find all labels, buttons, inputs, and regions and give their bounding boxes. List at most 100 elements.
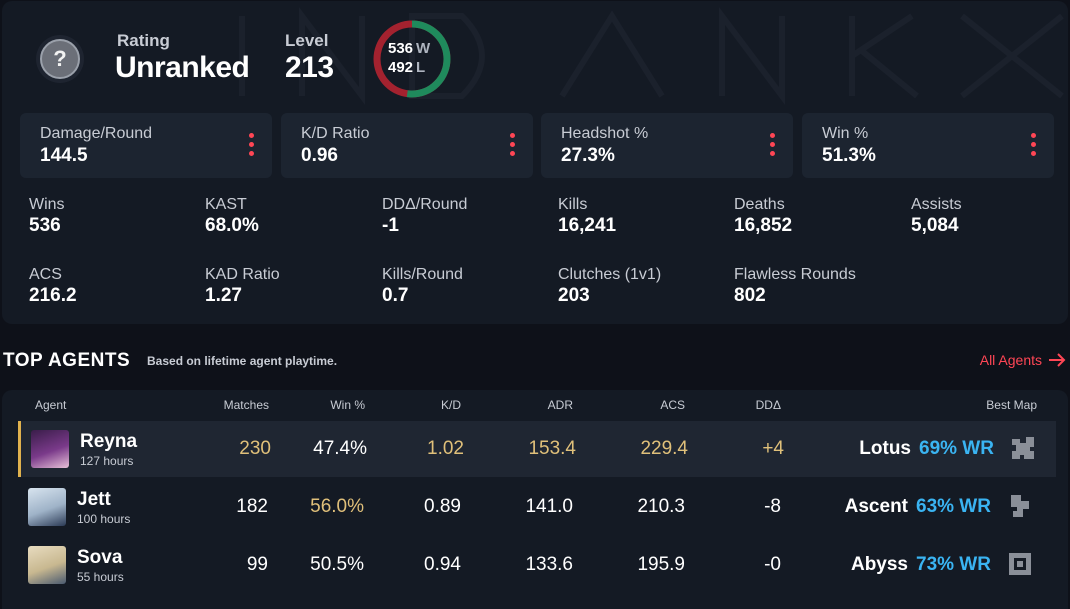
jett-avatar <box>28 488 66 526</box>
col-kd: K/D <box>440 398 461 412</box>
arrow-right-icon <box>1049 353 1066 367</box>
matches-cell: 99 <box>246 554 268 575</box>
stat-value: 16,852 <box>734 215 793 236</box>
col-best-map: Best Map <box>986 398 1037 412</box>
top-agents-table: Agent Matches Win % K/D ADR ACS DDΔ Best… <box>2 390 1068 609</box>
best-map-name: Lotus <box>859 438 911 459</box>
agent-name: Reyna <box>80 431 138 452</box>
stat-value: 536 <box>29 215 61 236</box>
lotus-map-icon <box>1012 437 1034 459</box>
kd-cell: 1.02 <box>427 438 464 459</box>
card-win-pct: Win % 51.3% <box>802 113 1054 178</box>
level-label: Level <box>285 31 329 50</box>
sova-avatar <box>28 546 66 584</box>
stat-label: Wins <box>29 196 65 213</box>
card-value: 51.3% <box>822 145 876 166</box>
stat-kills-round: Kills/Round 0.7 <box>382 265 463 308</box>
acs-cell: 195.9 <box>637 554 685 575</box>
stat-label: Clutches (1v1) <box>558 266 662 283</box>
stat-kast: KAST 68.0% <box>205 195 259 238</box>
stat-label: Deaths <box>734 196 785 213</box>
stat-value: 203 <box>558 285 590 306</box>
stat-dd-round: DDΔ/Round -1 <box>382 195 467 238</box>
wins-readout: 536 W <box>388 40 430 57</box>
all-agents-label: All Agents <box>979 352 1042 368</box>
stat-deaths: Deaths 16,852 <box>734 195 792 238</box>
wins-count: 536 <box>388 40 414 57</box>
stat-flawless-rounds: Flawless Rounds 802 <box>734 265 856 308</box>
table-row[interactable]: Sova 55 hours 99 50.5% 0.94 133.6 195.9 … <box>18 537 1053 593</box>
level-value: 213 <box>285 51 334 84</box>
stat-acs: ACS 216.2 <box>29 265 77 308</box>
stat-label: Assists <box>911 196 962 213</box>
table-row[interactable]: Reyna 127 hours 230 47.4% 1.02 153.4 229… <box>18 421 1056 477</box>
col-win: Win % <box>330 398 365 412</box>
stat-label: Kills <box>558 196 588 213</box>
best-map-wr: 73% WR <box>916 554 991 575</box>
col-acs: ACS <box>660 398 685 412</box>
card-kd-ratio: K/D Ratio 0.96 <box>281 113 533 178</box>
stat-kad-ratio: KAD Ratio 1.27 <box>205 265 280 308</box>
stat-value: 1.27 <box>205 285 242 306</box>
dd-cell: +4 <box>762 438 784 459</box>
card-headshot: Headshot % 27.3% <box>541 113 793 178</box>
col-matches: Matches <box>223 398 269 412</box>
stat-value: 802 <box>734 285 766 306</box>
adr-cell: 141.0 <box>525 496 573 517</box>
col-adr: ADR <box>547 398 573 412</box>
adr-cell: 133.6 <box>525 554 573 575</box>
table-row[interactable]: Jett 100 hours 182 56.0% 0.89 141.0 210.… <box>18 479 1053 535</box>
card-label: Damage/Round <box>40 125 153 142</box>
agent-name: Sova <box>77 547 123 568</box>
abyss-map-icon <box>1009 553 1031 575</box>
more-options-icon[interactable] <box>1031 133 1036 160</box>
win-cell: 50.5% <box>310 554 364 575</box>
stat-kills: Kills 16,241 <box>558 195 616 238</box>
best-map-wr: 69% WR <box>919 438 994 459</box>
col-dd: DDΔ <box>755 398 781 412</box>
stat-value: 0.7 <box>382 285 409 306</box>
agent-hours: 127 hours <box>80 454 134 468</box>
card-value: 0.96 <box>301 145 338 166</box>
stat-wins: Wins 536 <box>29 195 65 238</box>
losses-count: 492 <box>388 59 414 76</box>
reyna-avatar <box>31 430 69 468</box>
card-value: 144.5 <box>40 145 88 166</box>
rating-label: Rating <box>117 31 170 50</box>
kd-cell: 0.94 <box>424 554 461 575</box>
matches-cell: 230 <box>239 438 271 459</box>
stats-panel: ? Rating Unranked Level 213 536 W 492 L Da… <box>2 1 1068 324</box>
agent-hours: 100 hours <box>77 512 131 526</box>
card-label: K/D Ratio <box>301 125 370 142</box>
stat-value: 216.2 <box>29 285 77 306</box>
top-agents-subtitle: Based on lifetime agent playtime. <box>147 354 338 368</box>
dd-cell: -8 <box>764 496 781 517</box>
stat-value: 68.0% <box>205 215 259 236</box>
wins-letter: W <box>416 40 431 57</box>
rating-value: Unranked <box>115 51 250 84</box>
matches-cell: 182 <box>236 496 268 517</box>
more-options-icon[interactable] <box>510 133 515 160</box>
rank-unranked-icon: ? <box>36 35 84 83</box>
stat-label: KAD Ratio <box>205 266 280 283</box>
win-loss-ring <box>373 20 451 98</box>
card-label: Headshot % <box>561 125 649 142</box>
acs-cell: 229.4 <box>640 438 688 459</box>
more-options-icon[interactable] <box>770 133 775 160</box>
stat-label: DDΔ/Round <box>382 196 468 213</box>
stat-label: Kills/Round <box>382 266 463 283</box>
stat-label: ACS <box>29 266 62 283</box>
losses-readout: 492 L <box>388 59 425 76</box>
stat-value: 5,084 <box>911 215 959 236</box>
agent-hours: 55 hours <box>77 570 124 584</box>
losses-letter: L <box>416 59 426 76</box>
all-agents-link[interactable]: All Agents <box>980 352 1066 368</box>
stat-value: 16,241 <box>558 215 617 236</box>
acs-cell: 210.3 <box>637 496 685 517</box>
col-agent: Agent <box>35 398 67 412</box>
card-damage-round: Damage/Round 144.5 <box>20 113 272 178</box>
more-options-icon[interactable] <box>249 133 254 160</box>
win-cell: 47.4% <box>313 438 367 459</box>
top-agents-title: TOP AGENTS <box>3 350 131 371</box>
win-cell: 56.0% <box>310 496 364 517</box>
